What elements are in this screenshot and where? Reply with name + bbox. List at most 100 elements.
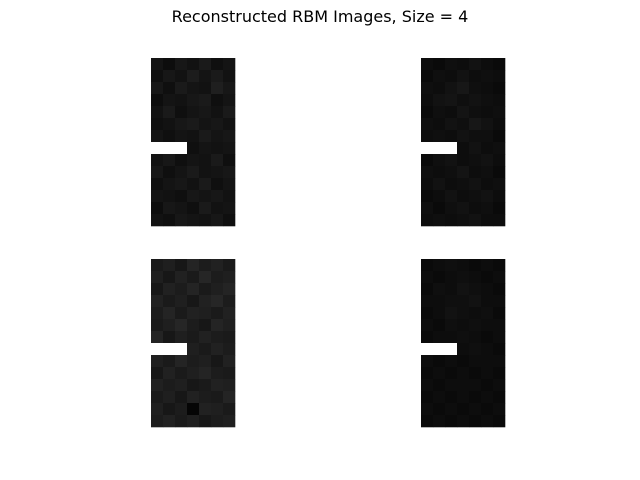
pixel-cell xyxy=(445,259,458,272)
pixel-cell xyxy=(481,403,494,416)
pixel-cell xyxy=(187,271,200,284)
pixel-cell xyxy=(223,307,236,320)
pixel-cell xyxy=(223,178,236,191)
pixel-cell xyxy=(469,415,482,428)
pixel-cell xyxy=(223,82,236,95)
pixel-cell xyxy=(493,166,506,179)
pixel-cell xyxy=(469,214,482,227)
pixel-cell xyxy=(187,166,200,179)
pixel-cell xyxy=(493,367,506,380)
pixel-cell xyxy=(469,190,482,203)
pixel-cell xyxy=(187,94,200,107)
pixel-cell xyxy=(187,343,200,356)
pixel-cell xyxy=(163,355,176,368)
pixel-cell xyxy=(457,214,470,227)
pixel-cell xyxy=(469,142,482,155)
pixel-cell xyxy=(457,166,470,179)
pixel-cell xyxy=(433,367,446,380)
pixel-cell xyxy=(493,118,506,131)
pixel-cell xyxy=(151,82,164,95)
pixel-cell xyxy=(469,319,482,332)
pixel-cell xyxy=(163,271,176,284)
pixel-cell xyxy=(457,190,470,203)
pixel-cell xyxy=(481,82,494,95)
pixel-cell xyxy=(469,94,482,107)
pixel-cell xyxy=(199,379,212,392)
pixel-cell xyxy=(433,118,446,131)
pixel-cell xyxy=(163,403,176,416)
pixel-cell xyxy=(211,178,224,191)
pixel-cell xyxy=(421,367,434,380)
pixel-cell xyxy=(469,58,482,71)
pixel-cell xyxy=(457,391,470,404)
pixel-cell xyxy=(457,70,470,83)
pixel-cell xyxy=(175,343,188,356)
pixel-cell xyxy=(175,166,188,179)
pixel-cell xyxy=(421,70,434,83)
pixel-cell xyxy=(445,391,458,404)
pixel-cell xyxy=(457,106,470,119)
pixel-cell xyxy=(481,118,494,131)
pixel-cell xyxy=(223,118,236,131)
pixel-cell xyxy=(433,295,446,308)
pixel-cell xyxy=(223,331,236,344)
pixel-cell xyxy=(481,142,494,155)
pixel-cell xyxy=(493,379,506,392)
pixel-cell xyxy=(199,355,212,368)
pixel-cell xyxy=(445,307,458,320)
image-panel-1 xyxy=(151,58,236,227)
pixel-cell xyxy=(223,94,236,107)
pixel-cell xyxy=(211,118,224,131)
pixel-cell xyxy=(187,259,200,272)
pixel-cell xyxy=(445,142,458,155)
pixel-cell xyxy=(457,58,470,71)
pixel-cell xyxy=(481,331,494,344)
pixel-cell xyxy=(151,214,164,227)
pixel-cell xyxy=(481,106,494,119)
pixel-cell xyxy=(211,379,224,392)
pixel-cell xyxy=(421,58,434,71)
pixel-cell xyxy=(457,331,470,344)
pixel-cell xyxy=(421,295,434,308)
pixel-cell xyxy=(211,319,224,332)
pixel-cell xyxy=(199,166,212,179)
pixel-cell xyxy=(493,70,506,83)
pixel-cell xyxy=(445,379,458,392)
pixel-cell xyxy=(469,295,482,308)
pixel-cell xyxy=(421,82,434,95)
pixel-cell xyxy=(445,214,458,227)
pixel-cell xyxy=(457,343,470,356)
pixel-cell xyxy=(421,355,434,368)
pixel-cell xyxy=(493,403,506,416)
pixel-cell xyxy=(163,70,176,83)
pixel-cell xyxy=(211,70,224,83)
pixel-cell xyxy=(445,154,458,167)
pixel-cell xyxy=(199,190,212,203)
image-panel-4 xyxy=(421,259,506,428)
pixel-cell xyxy=(199,142,212,155)
pixel-cell xyxy=(469,82,482,95)
pixel-cell xyxy=(175,106,188,119)
pixel-cell xyxy=(433,214,446,227)
pixel-cell xyxy=(433,106,446,119)
pixel-cell xyxy=(151,367,164,380)
pixel-cell xyxy=(187,283,200,296)
pixel-cell xyxy=(457,202,470,215)
pixel-cell xyxy=(187,106,200,119)
pixel-cell xyxy=(457,379,470,392)
pixel-cell xyxy=(187,118,200,131)
pixel-cell xyxy=(163,118,176,131)
pixel-cell xyxy=(163,130,176,143)
pixel-cell xyxy=(175,70,188,83)
pixel-cell xyxy=(211,295,224,308)
pixel-cell xyxy=(199,415,212,428)
pixel-cell xyxy=(211,130,224,143)
pixel-cell xyxy=(175,307,188,320)
pixel-cell xyxy=(457,403,470,416)
pixel-cell xyxy=(211,94,224,107)
pixel-cell xyxy=(481,319,494,332)
pixel-cell xyxy=(433,202,446,215)
pixel-cell xyxy=(187,295,200,308)
pixel-cell xyxy=(433,190,446,203)
